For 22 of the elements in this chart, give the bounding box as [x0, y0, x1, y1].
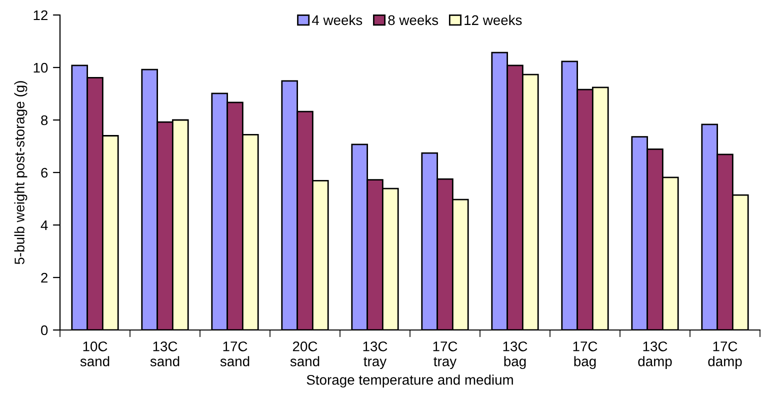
- x-tick-label: 13C damp: [638, 341, 672, 370]
- y-tick-label: 4: [40, 220, 48, 230]
- x-tick-label: 17C damp: [708, 341, 742, 370]
- x-tick-label: 17C bag: [573, 341, 598, 370]
- x-tick-label: 10C sand: [80, 341, 110, 366]
- y-tick-label: 6: [41, 168, 48, 178]
- y-axis-title: 5-bulb weight post-storage (g): [14, 81, 28, 264]
- x-tick-label: 13C tray: [363, 341, 388, 370]
- y-tick-label: 0: [41, 325, 48, 336]
- x-tick-label: 13C sand: [150, 341, 180, 366]
- legend-label: 12 weeks: [464, 14, 522, 26]
- legend-label: 4 weeks: [312, 14, 362, 26]
- y-tick-label: 8: [41, 115, 48, 126]
- legend-label: 8 weeks: [388, 14, 438, 26]
- y-tick-label: 10: [34, 62, 48, 73]
- x-tick-label: 20C sand: [290, 341, 320, 366]
- x-tick-label: 17C sand: [220, 341, 250, 366]
- x-tick-label: 13C bag: [503, 341, 528, 370]
- x-axis-title: Storage temperature and medium: [306, 374, 513, 388]
- y-tick-label: 2: [41, 272, 48, 283]
- x-tick-label: 17C tray: [433, 341, 458, 370]
- y-tick-label: 12: [34, 10, 48, 20]
